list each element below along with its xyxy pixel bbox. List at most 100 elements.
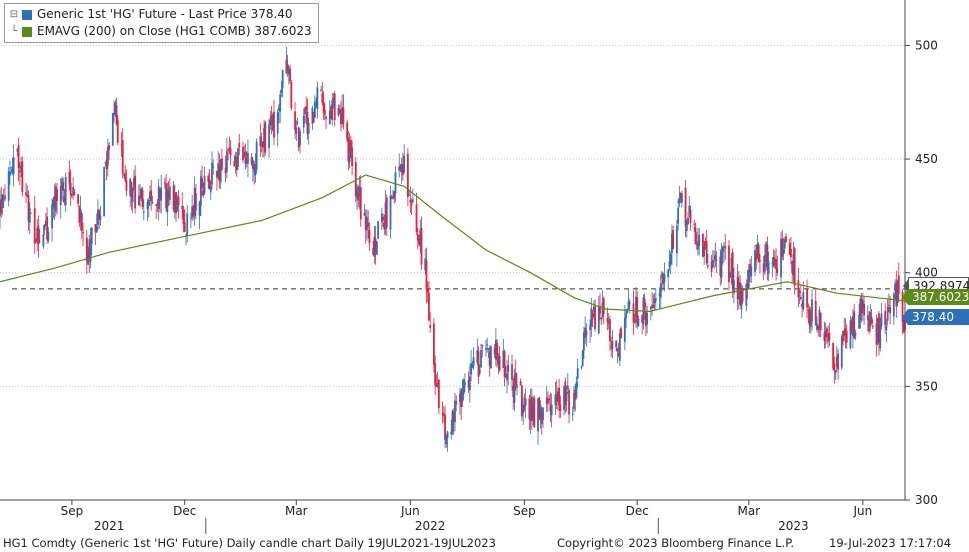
candle-body [68, 171, 71, 184]
candle-body [373, 236, 376, 257]
candle-body [137, 195, 140, 206]
candle-body [97, 209, 99, 225]
legend-swatch-price [22, 9, 32, 20]
candle-body [54, 186, 57, 212]
tree-line-icon: └ [10, 26, 18, 37]
candle-body [192, 206, 195, 216]
candle-body [82, 232, 84, 234]
candle-body [478, 368, 481, 374]
candle-body [63, 196, 66, 202]
candle-body [757, 245, 760, 263]
candle-body [409, 199, 412, 203]
candle-body [749, 264, 751, 273]
candle-body [450, 431, 453, 435]
candle-body [646, 312, 649, 325]
candle-body [221, 158, 223, 170]
candle-body [157, 186, 160, 209]
candle-body [383, 222, 386, 230]
candle-body [859, 298, 862, 320]
candle-body [212, 166, 215, 168]
candle-body [358, 186, 361, 197]
year-label: 2022 [415, 519, 446, 533]
candle-body [672, 230, 675, 249]
candle-body [375, 241, 378, 255]
candle-body [809, 318, 812, 328]
candle-body [611, 340, 614, 350]
candle-body [741, 287, 744, 302]
candle-body [27, 195, 30, 222]
candle-body [584, 327, 587, 338]
candle-body [623, 317, 626, 342]
candle-body [481, 344, 484, 347]
candle-body [680, 193, 683, 203]
candle-body [155, 204, 158, 206]
candle-body [780, 238, 782, 278]
candle-body [539, 405, 542, 419]
candle-body [160, 187, 163, 201]
candle-body [359, 187, 362, 220]
candle-body [454, 400, 456, 423]
candle-body [767, 261, 770, 274]
candle-body [550, 404, 553, 416]
candle-body [850, 320, 853, 331]
candle-body [530, 396, 533, 420]
collapse-icon[interactable]: ⊟ [9, 9, 19, 20]
candle-body [766, 244, 769, 271]
candle-body [403, 155, 406, 173]
candle-body [858, 314, 861, 329]
candle-body [771, 262, 774, 264]
candle-body [442, 412, 445, 416]
candle-body [840, 336, 843, 368]
candle-body [26, 194, 29, 197]
ema-series [0, 174, 906, 313]
candle-body [728, 245, 730, 283]
candle-body [610, 346, 613, 348]
candle-body [281, 70, 284, 89]
candle-body [87, 250, 89, 265]
candle-body [733, 280, 735, 294]
candle-body [52, 199, 55, 209]
candle-body [679, 192, 682, 200]
candle-body [502, 350, 505, 369]
candle-body [243, 153, 246, 156]
candle-body [476, 350, 479, 363]
candle-body [807, 309, 810, 311]
candle-body [594, 306, 596, 329]
candle-body [451, 410, 454, 432]
candle-body [139, 195, 141, 199]
candle-body [880, 313, 883, 327]
candle-body [177, 196, 180, 206]
candle-body [312, 112, 315, 123]
candle-body [730, 257, 733, 273]
candle-body [105, 160, 108, 169]
candle-body [43, 224, 46, 231]
candle-body [377, 221, 380, 239]
candle-body [245, 161, 248, 164]
candle-body [775, 258, 777, 270]
candle-body [625, 312, 627, 319]
candle-body [130, 182, 133, 198]
y-tick-label: 400 [915, 266, 938, 280]
candle-body [340, 112, 342, 125]
candle-body [798, 291, 801, 293]
candle-body [574, 389, 577, 400]
candle-body [46, 216, 49, 240]
candle-body [745, 284, 748, 306]
candle-body [532, 401, 534, 422]
candle-body [61, 179, 63, 189]
candle-body [250, 156, 253, 165]
candle-body [384, 202, 387, 229]
candle-body [415, 204, 418, 233]
candle-body [33, 208, 36, 244]
candle-body [833, 363, 836, 371]
x-tick-label: Jun [852, 504, 872, 518]
candle-body [337, 107, 340, 116]
candle-body [108, 145, 110, 150]
candle-body [827, 337, 830, 342]
candle-body [460, 390, 463, 408]
candle-body [10, 167, 13, 169]
candle-body [181, 205, 184, 210]
candle-body [306, 111, 309, 135]
candle-body [356, 187, 358, 199]
candle-body [104, 162, 107, 164]
